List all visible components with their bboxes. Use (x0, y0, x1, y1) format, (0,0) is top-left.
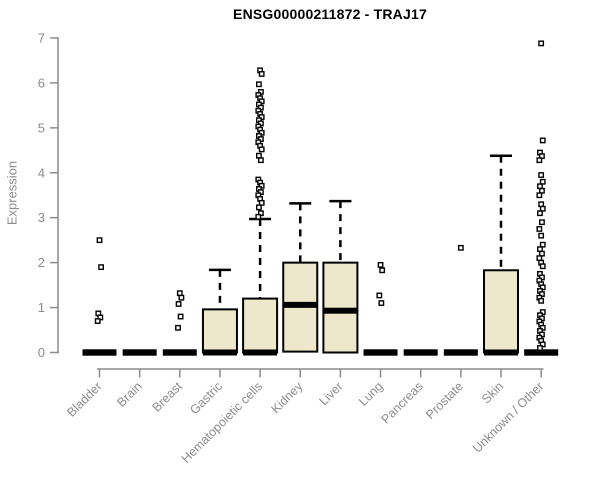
x-tick-label: Lung (356, 379, 386, 409)
outlier-point (539, 187, 545, 194)
outlier-point (175, 324, 181, 331)
y-tick-label: 6 (38, 75, 45, 90)
outlier-point (539, 219, 545, 226)
outlier-point (457, 244, 464, 251)
y-tick-label: 2 (38, 255, 45, 270)
outlier-point (539, 137, 546, 144)
x-tick-label: Unknown / Other (470, 379, 546, 455)
x-tick-label: Pancreas (379, 379, 426, 426)
outlier-point (536, 192, 543, 199)
outlier-point (539, 205, 546, 212)
outlier-point (258, 146, 265, 153)
median-line (484, 349, 518, 356)
median-line (162, 349, 197, 356)
median-line (524, 349, 559, 356)
x-tick-label: Brain (114, 379, 145, 410)
outlier-point (536, 157, 543, 164)
x-tick-label: Skin (479, 379, 506, 406)
median-line (243, 349, 278, 356)
x-tick-label: Kidney (268, 379, 305, 416)
median-line (122, 349, 157, 356)
outlier-point (176, 290, 183, 297)
outlier-point (378, 300, 385, 306)
outlier-point (537, 345, 543, 351)
median-line (283, 301, 318, 308)
y-tick-label: 7 (38, 30, 45, 45)
outlier-point (177, 313, 184, 320)
outlier-point (539, 263, 546, 270)
x-tick-label: Prostate (423, 379, 466, 422)
median-line (323, 307, 358, 314)
y-tick-label: 0 (38, 345, 45, 360)
outlier-point (256, 204, 262, 211)
outlier-point (376, 292, 383, 299)
x-tick-label: Bladder (64, 379, 104, 419)
median-line (403, 349, 438, 356)
outlier-point (537, 210, 543, 217)
outlier-point (377, 261, 384, 268)
box (242, 297, 279, 354)
outlier-point (539, 241, 546, 248)
y-tick-label: 3 (38, 210, 45, 225)
box (322, 261, 359, 354)
outlier-point (537, 246, 543, 253)
outlier-point (536, 226, 543, 232)
y-axis-label: Expression (4, 160, 20, 226)
outlier-point (175, 301, 182, 307)
outlier-point (94, 318, 101, 324)
median-line (82, 349, 117, 356)
outlier-point (539, 250, 545, 257)
y-tick-label: 1 (38, 300, 45, 315)
y-tick-label: 4 (38, 165, 45, 180)
outlier-point (258, 71, 265, 77)
outlier-point (96, 237, 103, 244)
x-tick-label: Liver (316, 379, 345, 408)
chart-title: ENSG00000211872 - TRAJ17 (233, 6, 427, 22)
outlier-point (258, 199, 265, 206)
median-line (202, 349, 237, 356)
x-tick-label: Breast (149, 379, 185, 415)
outlier-point (379, 267, 386, 274)
median-line (443, 349, 478, 356)
outlier-point (255, 213, 262, 220)
outlier-point (256, 152, 262, 159)
outlier-point (538, 172, 545, 178)
box (201, 308, 238, 354)
outlier-point (538, 297, 545, 304)
box (483, 269, 519, 354)
y-tick-label: 5 (38, 120, 45, 135)
x-tick-label: Gastric (187, 379, 225, 417)
median-line (363, 349, 398, 356)
outlier-point (537, 183, 543, 190)
outlier-point (536, 255, 543, 262)
outlier-point (256, 81, 262, 88)
outlier-point (539, 178, 546, 185)
outlier-point (178, 294, 185, 301)
outlier-point (538, 40, 545, 47)
outlier-point (538, 232, 545, 239)
outlier-point (538, 201, 545, 208)
outlier-point (98, 264, 105, 271)
outlier-point (258, 157, 264, 164)
